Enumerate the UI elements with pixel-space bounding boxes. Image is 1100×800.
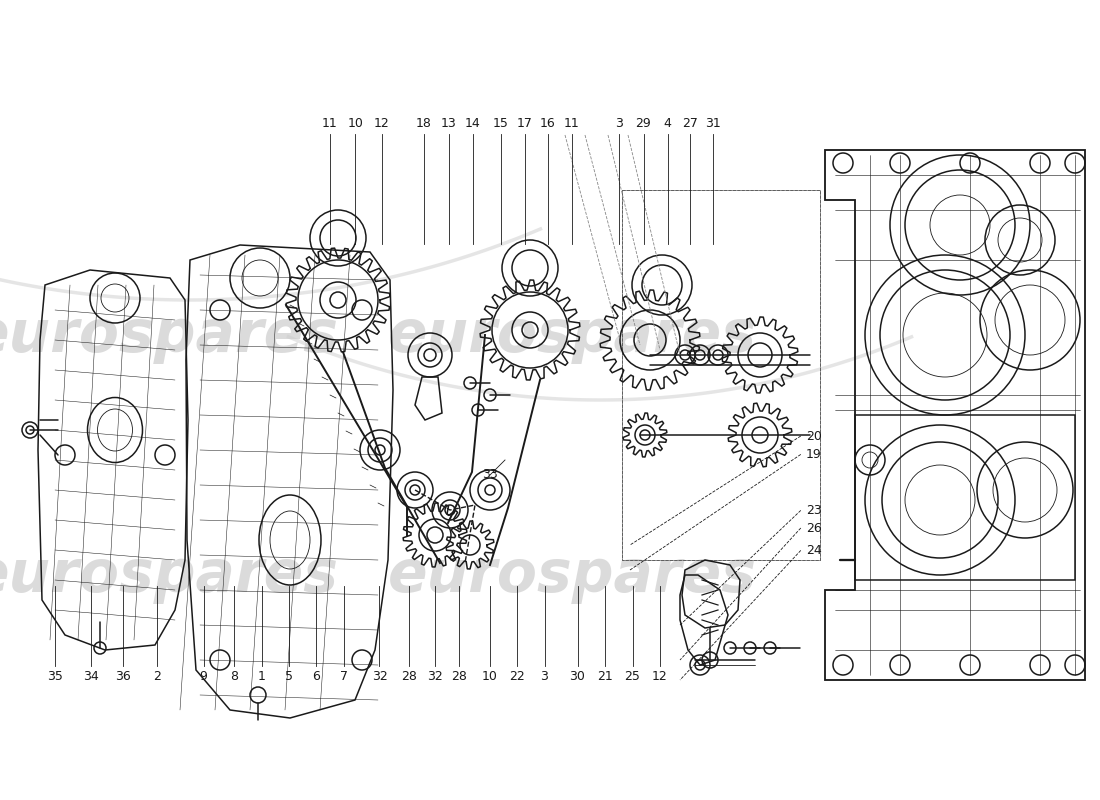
Text: 3: 3 bbox=[615, 118, 624, 130]
Text: 29: 29 bbox=[636, 118, 651, 130]
Text: 11: 11 bbox=[322, 118, 338, 130]
Text: 20: 20 bbox=[806, 430, 822, 442]
Text: eurospares: eurospares bbox=[387, 547, 757, 605]
Text: 28: 28 bbox=[402, 670, 417, 682]
Text: 15: 15 bbox=[493, 118, 508, 130]
Text: 2: 2 bbox=[153, 670, 162, 682]
Text: 13: 13 bbox=[441, 118, 456, 130]
Text: 10: 10 bbox=[348, 118, 363, 130]
Text: 21: 21 bbox=[597, 670, 613, 682]
Text: 3: 3 bbox=[540, 670, 549, 682]
Text: 31: 31 bbox=[705, 118, 720, 130]
Text: 24: 24 bbox=[806, 544, 822, 557]
Text: 26: 26 bbox=[806, 522, 822, 534]
Text: 5: 5 bbox=[285, 670, 294, 682]
Text: 11: 11 bbox=[564, 118, 580, 130]
Text: eurospares: eurospares bbox=[0, 547, 339, 605]
Text: 33: 33 bbox=[482, 469, 498, 482]
Text: 9: 9 bbox=[199, 670, 208, 682]
Text: 8: 8 bbox=[230, 670, 239, 682]
Text: 12: 12 bbox=[652, 670, 668, 682]
Text: 14: 14 bbox=[465, 118, 481, 130]
Text: eurospares: eurospares bbox=[387, 307, 757, 365]
Text: 17: 17 bbox=[517, 118, 532, 130]
Text: 1: 1 bbox=[257, 670, 266, 682]
Text: eurospares: eurospares bbox=[0, 307, 339, 365]
Text: 36: 36 bbox=[116, 670, 131, 682]
Text: 7: 7 bbox=[340, 670, 349, 682]
Text: 4: 4 bbox=[663, 118, 672, 130]
Text: 6: 6 bbox=[311, 670, 320, 682]
Text: 18: 18 bbox=[416, 118, 431, 130]
Text: 16: 16 bbox=[540, 118, 556, 130]
Text: 25: 25 bbox=[625, 670, 640, 682]
Text: 35: 35 bbox=[47, 670, 63, 682]
Text: 22: 22 bbox=[509, 670, 525, 682]
Text: 32: 32 bbox=[372, 670, 387, 682]
Text: 10: 10 bbox=[482, 670, 497, 682]
Text: 30: 30 bbox=[570, 670, 585, 682]
Text: 23: 23 bbox=[806, 504, 822, 517]
Text: 19: 19 bbox=[806, 448, 822, 461]
Text: 34: 34 bbox=[84, 670, 99, 682]
Text: 27: 27 bbox=[682, 118, 697, 130]
Text: 12: 12 bbox=[374, 118, 389, 130]
Text: 32: 32 bbox=[427, 670, 442, 682]
Text: 28: 28 bbox=[451, 670, 466, 682]
